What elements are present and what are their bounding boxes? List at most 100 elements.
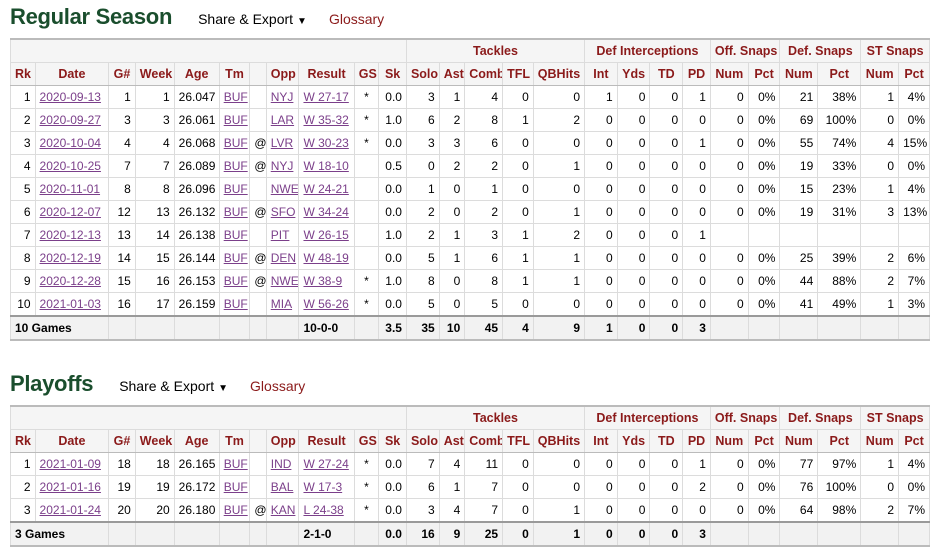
col-header-game-num[interactable]: G# xyxy=(108,429,136,453)
team-link[interactable]: BUF xyxy=(223,228,248,242)
col-header-opponent[interactable]: Opp xyxy=(265,429,300,453)
col-header-off-snaps-pct[interactable]: Pct xyxy=(747,429,781,453)
col-header-solo[interactable]: Solo xyxy=(405,429,440,453)
glossary-link[interactable]: Glossary xyxy=(328,11,385,27)
col-header-pass-defended[interactable]: PD xyxy=(682,429,711,453)
result-link[interactable]: W 26-15 xyxy=(303,228,349,242)
team-link[interactable]: BUF xyxy=(223,90,248,104)
date-link[interactable]: 2020-12-13 xyxy=(39,228,101,242)
col-header-int[interactable]: Int xyxy=(584,62,618,86)
col-header-int-td[interactable]: TD xyxy=(649,62,684,86)
opponent-link[interactable]: PIT xyxy=(270,228,290,242)
date-link[interactable]: 2020-10-04 xyxy=(39,136,101,150)
opponent-link[interactable]: NYJ xyxy=(270,159,294,173)
col-header-off-snaps-num[interactable]: Num xyxy=(709,62,749,86)
opponent-link[interactable]: SFO xyxy=(270,205,296,219)
share-export-button[interactable]: Share & Export ▼ xyxy=(119,378,228,394)
col-header-result[interactable]: Result xyxy=(298,429,355,453)
col-header-off-snaps-num[interactable]: Num xyxy=(709,429,749,453)
team-link[interactable]: BUF xyxy=(223,136,248,150)
team-link[interactable]: BUF xyxy=(223,159,248,173)
col-header-qb-hits[interactable]: QBHits xyxy=(532,429,586,453)
opponent-link[interactable]: DEN xyxy=(270,251,297,265)
date-link[interactable]: 2021-01-09 xyxy=(39,457,101,471)
col-header-tfl[interactable]: TFL xyxy=(502,62,534,86)
team-link[interactable]: BUF xyxy=(223,480,248,494)
team-link[interactable]: BUF xyxy=(223,205,248,219)
col-header-week[interactable]: Week xyxy=(134,429,175,453)
share-export-button[interactable]: Share & Export ▼ xyxy=(198,11,307,27)
col-header-home-away[interactable] xyxy=(249,62,267,86)
col-header-int[interactable]: Int xyxy=(584,429,618,453)
col-header-st-snaps-pct[interactable]: Pct xyxy=(898,62,930,86)
col-header-assists[interactable]: Ast xyxy=(438,429,466,453)
team-link[interactable]: BUF xyxy=(223,113,248,127)
result-link[interactable]: W 30-23 xyxy=(303,136,349,150)
team-link[interactable]: BUF xyxy=(223,503,248,517)
date-link[interactable]: 2021-01-03 xyxy=(39,297,101,311)
col-header-st-snaps-num[interactable]: Num xyxy=(860,62,900,86)
result-link[interactable]: W 38-9 xyxy=(303,274,343,288)
col-header-combined[interactable]: Comb xyxy=(464,429,504,453)
col-header-def-snaps-num[interactable]: Num xyxy=(779,62,819,86)
opponent-link[interactable]: NYJ xyxy=(270,90,294,104)
col-header-off-snaps-pct[interactable]: Pct xyxy=(747,62,781,86)
team-link[interactable]: BUF xyxy=(223,182,248,196)
col-header-int-yards[interactable]: Yds xyxy=(616,429,651,453)
col-header-week[interactable]: Week xyxy=(134,62,175,86)
col-header-qb-hits[interactable]: QBHits xyxy=(532,62,586,86)
team-link[interactable]: BUF xyxy=(223,457,248,471)
col-header-int-yards[interactable]: Yds xyxy=(616,62,651,86)
result-link[interactable]: W 17-3 xyxy=(303,480,343,494)
result-link[interactable]: W 18-10 xyxy=(303,159,349,173)
col-header-rk[interactable]: Rk xyxy=(10,429,36,453)
col-header-def-snaps-num[interactable]: Num xyxy=(779,429,819,453)
col-header-home-away[interactable] xyxy=(249,429,267,453)
opponent-link[interactable]: MIA xyxy=(270,297,293,311)
col-header-rk[interactable]: Rk xyxy=(10,62,36,86)
result-link[interactable]: W 27-24 xyxy=(303,457,349,471)
col-header-int-td[interactable]: TD xyxy=(649,429,684,453)
date-link[interactable]: 2021-01-16 xyxy=(39,480,101,494)
col-header-games-started[interactable]: GS xyxy=(353,429,380,453)
team-link[interactable]: BUF xyxy=(223,274,248,288)
date-link[interactable]: 2021-01-24 xyxy=(39,503,101,517)
col-header-tfl[interactable]: TFL xyxy=(502,429,534,453)
opponent-link[interactable]: LAR xyxy=(270,113,295,127)
team-link[interactable]: BUF xyxy=(223,251,248,265)
team-link[interactable]: BUF xyxy=(223,297,248,311)
result-link[interactable]: W 34-24 xyxy=(303,205,349,219)
date-link[interactable]: 2020-12-28 xyxy=(39,274,101,288)
col-header-solo[interactable]: Solo xyxy=(405,62,440,86)
col-header-combined[interactable]: Comb xyxy=(464,62,504,86)
opponent-link[interactable]: KAN xyxy=(270,503,296,517)
col-header-date[interactable]: Date xyxy=(34,429,110,453)
col-header-game-num[interactable]: G# xyxy=(108,62,136,86)
col-header-team[interactable]: Tm xyxy=(218,62,251,86)
opponent-link[interactable]: IND xyxy=(270,457,292,471)
result-link[interactable]: W 56-26 xyxy=(303,297,349,311)
col-header-date[interactable]: Date xyxy=(34,62,110,86)
opponent-link[interactable]: LVR xyxy=(270,136,294,150)
date-link[interactable]: 2020-09-13 xyxy=(39,90,101,104)
opponent-link[interactable]: NWE xyxy=(270,182,299,196)
result-link[interactable]: W 35-32 xyxy=(303,113,349,127)
col-header-age[interactable]: Age xyxy=(173,429,220,453)
col-header-def-snaps-pct[interactable]: Pct xyxy=(817,429,862,453)
col-header-assists[interactable]: Ast xyxy=(438,62,466,86)
col-header-def-snaps-pct[interactable]: Pct xyxy=(817,62,862,86)
col-header-pass-defended[interactable]: PD xyxy=(682,62,711,86)
col-header-opponent[interactable]: Opp xyxy=(265,62,300,86)
col-header-sacks[interactable]: Sk xyxy=(378,429,407,453)
result-link[interactable]: W 27-17 xyxy=(303,90,349,104)
result-link[interactable]: L 24-38 xyxy=(303,503,344,517)
col-header-games-started[interactable]: GS xyxy=(353,62,380,86)
date-link[interactable]: 2020-12-07 xyxy=(39,205,101,219)
date-link[interactable]: 2020-10-25 xyxy=(39,159,101,173)
date-link[interactable]: 2020-11-01 xyxy=(39,182,101,196)
opponent-link[interactable]: BAL xyxy=(270,480,294,494)
result-link[interactable]: W 48-19 xyxy=(303,251,349,265)
date-link[interactable]: 2020-09-27 xyxy=(39,113,101,127)
glossary-link[interactable]: Glossary xyxy=(250,378,306,394)
col-header-team[interactable]: Tm xyxy=(218,429,251,453)
